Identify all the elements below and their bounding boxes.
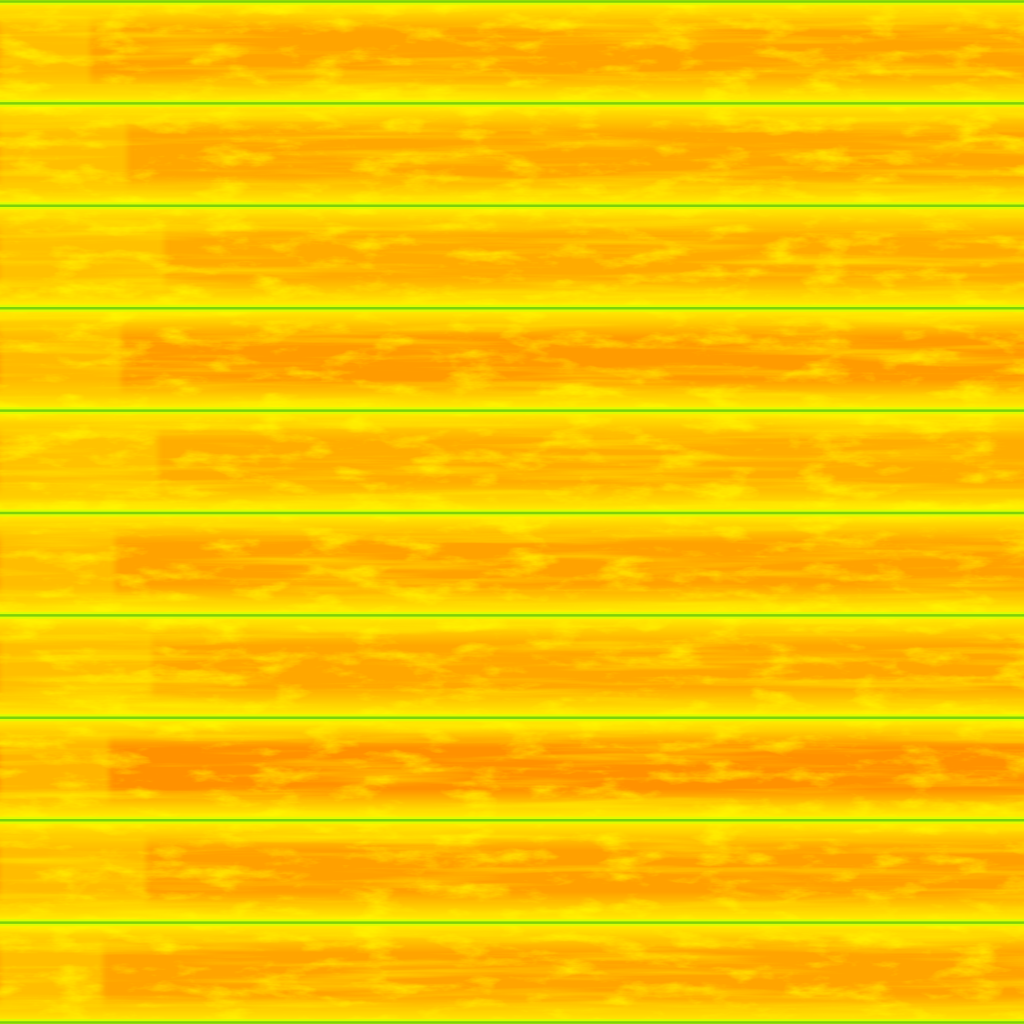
wood-plank-texture (0, 0, 1024, 1024)
